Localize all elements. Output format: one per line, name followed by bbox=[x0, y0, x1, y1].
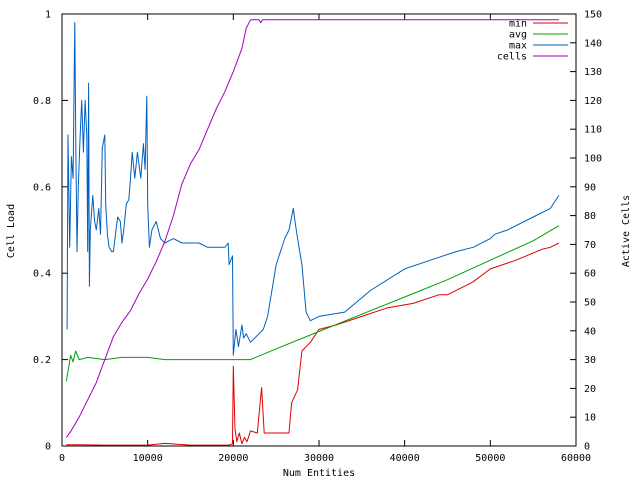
y2-tick-label: 80 bbox=[584, 211, 596, 222]
y-tick-label: 0.6 bbox=[33, 182, 51, 193]
y2-tick-label: 110 bbox=[584, 125, 602, 136]
y-axis-ticks: 0 0.2 0.4 0.6 0.8 1 bbox=[33, 10, 68, 453]
y2-tick-label: 40 bbox=[584, 326, 596, 337]
y2-tick-label: 70 bbox=[584, 240, 596, 251]
legend-label-min: min bbox=[509, 19, 527, 30]
series-line-cells bbox=[65, 19, 559, 438]
x-tick-label: 20000 bbox=[218, 453, 248, 464]
x-tick-label: 60000 bbox=[561, 453, 591, 464]
y2-tick-label: 0 bbox=[584, 442, 590, 453]
plot-border bbox=[61, 13, 577, 447]
y-tick-label: 0.8 bbox=[33, 96, 51, 107]
y-tick-label: 1 bbox=[45, 10, 51, 21]
y-axis-label: Cell Load bbox=[6, 204, 17, 258]
y2-tick-label: 130 bbox=[584, 67, 602, 78]
y2-tick-label: 140 bbox=[584, 38, 602, 49]
y2-tick-label: 30 bbox=[584, 355, 596, 366]
legend-label-max: max bbox=[509, 41, 527, 52]
y-tick-label: 0.4 bbox=[33, 269, 51, 280]
y2-tick-label: 50 bbox=[584, 298, 596, 309]
legend-label-cells: cells bbox=[497, 52, 527, 63]
x-axis-ticks: 0 10000 20000 30000 40000 50000 60000 bbox=[59, 14, 591, 464]
y-tick-label: 0.2 bbox=[33, 355, 51, 366]
x-tick-label: 40000 bbox=[390, 453, 420, 464]
x-tick-label: 0 bbox=[59, 453, 65, 464]
x-tick-label: 30000 bbox=[304, 453, 334, 464]
y2-axis-ticks: 0 10 20 30 40 50 60 70 80 90 100 110 120 130 140 150 bbox=[570, 10, 602, 453]
series-line-min bbox=[66, 242, 560, 446]
y2-tick-label: 100 bbox=[584, 154, 602, 165]
y2-tick-label: 60 bbox=[584, 269, 596, 280]
y2-tick-label: 150 bbox=[584, 10, 602, 21]
y2-axis-label: Active Cells bbox=[621, 195, 632, 267]
legend-label-avg: avg bbox=[509, 30, 527, 41]
series-line-max bbox=[66, 22, 560, 356]
x-axis-label: Num Entities bbox=[283, 468, 355, 479]
y2-tick-label: 120 bbox=[584, 96, 602, 107]
y2-tick-label: 90 bbox=[584, 182, 596, 193]
plot-frame bbox=[61, 13, 577, 447]
y2-tick-label: 20 bbox=[584, 384, 596, 395]
series-line-avg bbox=[65, 225, 560, 382]
y2-tick-label: 10 bbox=[584, 413, 596, 424]
y-tick-label: 0 bbox=[45, 442, 51, 453]
x-tick-label: 10000 bbox=[133, 453, 163, 464]
series-lines bbox=[65, 19, 560, 446]
x-tick-label: 50000 bbox=[475, 453, 505, 464]
